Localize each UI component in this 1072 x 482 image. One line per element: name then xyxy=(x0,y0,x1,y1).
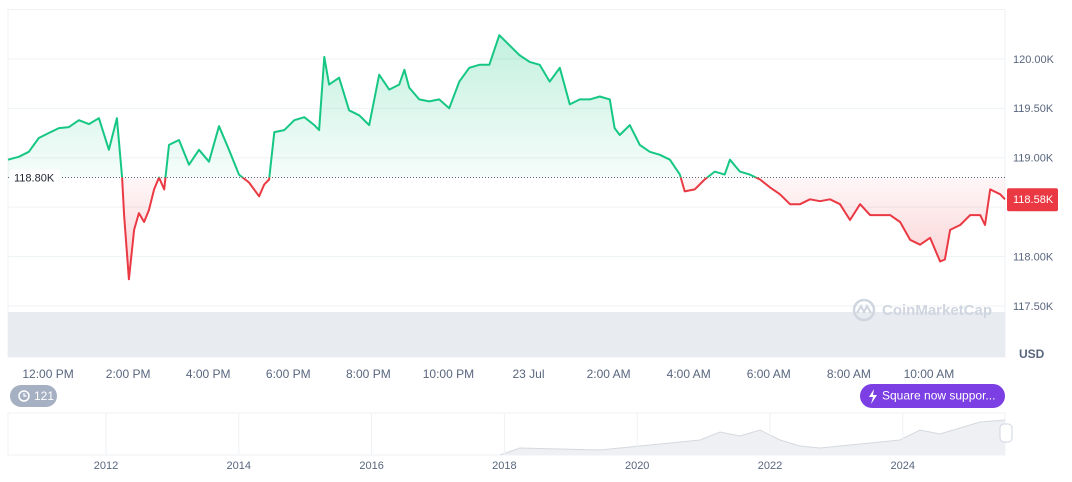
navigator-label: 2020 xyxy=(625,460,649,472)
x-tick-label: 23 Jul xyxy=(513,367,545,381)
x-tick-label: 4:00 PM xyxy=(186,367,231,381)
navigator-label: 2012 xyxy=(94,460,118,472)
y-tick-label: 118.00K xyxy=(1013,251,1054,263)
navigator-label: 2016 xyxy=(359,460,383,472)
watermark: CoinMarketCap xyxy=(852,298,992,322)
navigator-label: 2018 xyxy=(492,460,516,472)
navigator-label: 2022 xyxy=(758,460,782,472)
navigator-label: 2024 xyxy=(891,460,915,472)
volume-band xyxy=(8,312,1005,357)
x-tick-label: 6:00 PM xyxy=(266,367,311,381)
reference-label: 118.80K xyxy=(14,172,55,184)
x-tick-label: 8:00 AM xyxy=(827,367,871,381)
history-count: 121 xyxy=(34,389,54,403)
x-tick-label: 2:00 PM xyxy=(106,367,151,381)
navigator-label: 2014 xyxy=(227,460,251,472)
x-tick-label: 10:00 PM xyxy=(423,367,474,381)
notice-text: Square now suppor... xyxy=(882,389,995,403)
x-tick-label: 8:00 PM xyxy=(346,367,391,381)
y-tick-label: 120.00K xyxy=(1013,54,1055,66)
notice-badge[interactable]: Square now suppor... xyxy=(860,384,1005,408)
navigator xyxy=(7,412,1013,456)
price-tag xyxy=(1007,188,1058,212)
y-tick-label: 119.50K xyxy=(1013,103,1054,115)
price-tag-label: 118.58K xyxy=(1013,194,1054,206)
x-tick-label: 6:00 AM xyxy=(747,367,791,381)
x-tick-label: 2:00 AM xyxy=(587,367,631,381)
area-fill xyxy=(8,35,1005,280)
currency-label: USD xyxy=(1019,347,1045,361)
x-tick-label: 10:00 AM xyxy=(904,367,955,381)
price-line xyxy=(7,34,1006,281)
watermark-text: CoinMarketCap xyxy=(882,302,992,319)
y-tick-label: 119.00K xyxy=(1013,153,1054,165)
x-tick-label: 4:00 AM xyxy=(667,367,711,381)
x-tick-label: 12:00 PM xyxy=(22,367,73,381)
reference-tag xyxy=(10,169,60,186)
y-tick-label: 117.50K xyxy=(1013,301,1054,313)
history-badge[interactable]: 121 xyxy=(10,385,57,407)
